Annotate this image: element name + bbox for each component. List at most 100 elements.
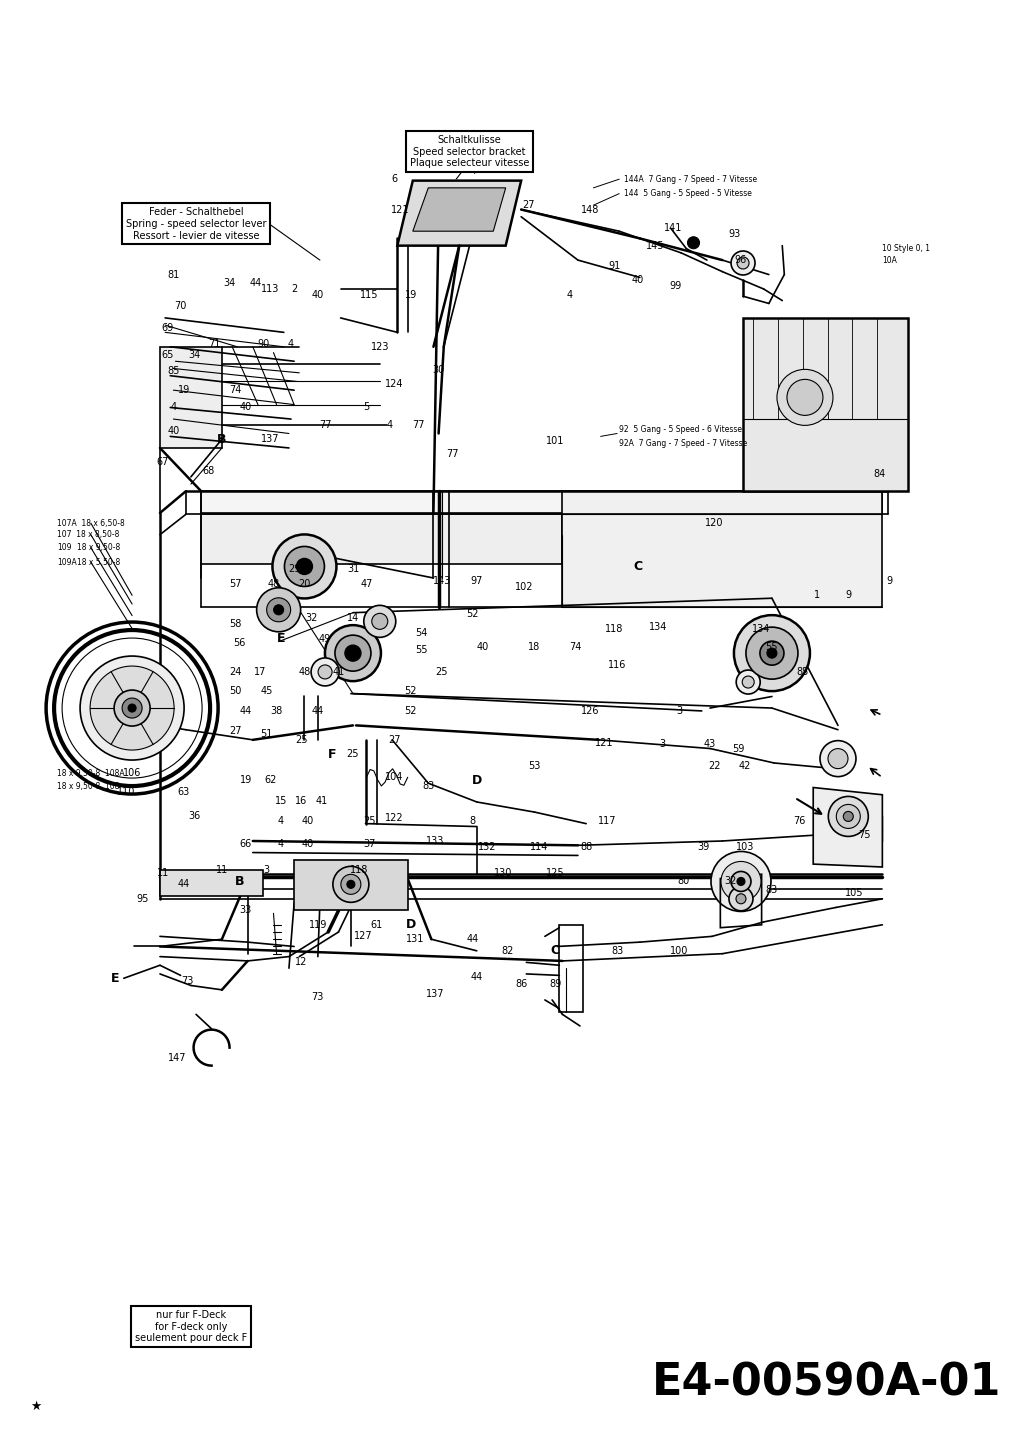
Circle shape — [734, 616, 810, 691]
Text: 61: 61 — [370, 920, 383, 929]
Text: 41: 41 — [332, 668, 345, 676]
Text: 16: 16 — [295, 796, 308, 805]
Text: 119: 119 — [309, 920, 327, 929]
Text: 90: 90 — [257, 340, 269, 348]
Polygon shape — [160, 870, 263, 896]
Circle shape — [128, 704, 136, 712]
Text: 73: 73 — [182, 977, 194, 985]
Circle shape — [737, 877, 745, 886]
Text: 25: 25 — [347, 750, 359, 759]
Text: 4: 4 — [288, 340, 294, 348]
Text: 18 x 9,50-8  108: 18 x 9,50-8 108 — [57, 782, 119, 790]
Circle shape — [272, 535, 336, 598]
Text: 96: 96 — [735, 256, 747, 264]
Text: 50: 50 — [229, 686, 241, 695]
Circle shape — [787, 380, 823, 415]
Text: 40: 40 — [301, 816, 314, 825]
Text: C: C — [634, 561, 642, 572]
Text: 85: 85 — [797, 668, 809, 676]
Text: 105: 105 — [845, 889, 864, 897]
Text: 141: 141 — [664, 224, 682, 233]
Circle shape — [363, 605, 396, 637]
Text: 11: 11 — [157, 868, 169, 877]
Circle shape — [687, 237, 700, 249]
Circle shape — [829, 796, 868, 837]
Text: 3: 3 — [659, 740, 666, 749]
Text: 144  5 Gang - 5 Speed - 5 Vitesse: 144 5 Gang - 5 Speed - 5 Vitesse — [624, 189, 752, 198]
Text: 116: 116 — [608, 660, 626, 669]
Text: 12: 12 — [295, 958, 308, 967]
Text: 48: 48 — [267, 579, 280, 588]
Text: 25: 25 — [363, 816, 376, 825]
Text: 132: 132 — [478, 842, 496, 851]
Text: 40: 40 — [167, 426, 180, 435]
Text: 3: 3 — [676, 707, 682, 715]
Text: 10A: 10A — [882, 256, 897, 264]
Text: 131: 131 — [406, 935, 424, 944]
Circle shape — [333, 867, 368, 902]
Text: 20: 20 — [298, 579, 311, 588]
Circle shape — [80, 656, 184, 760]
Text: 51: 51 — [260, 730, 272, 738]
Polygon shape — [201, 514, 562, 564]
Circle shape — [341, 874, 361, 894]
Polygon shape — [413, 188, 506, 231]
Text: 86: 86 — [515, 980, 527, 988]
Text: 45: 45 — [260, 686, 272, 695]
Polygon shape — [826, 809, 882, 841]
Text: 134: 134 — [752, 624, 771, 633]
Text: 27: 27 — [229, 727, 241, 736]
Text: 120: 120 — [705, 519, 723, 527]
Text: 19: 19 — [405, 290, 417, 299]
Text: 4: 4 — [567, 290, 573, 299]
Text: 18 x 5,50-8: 18 x 5,50-8 — [77, 558, 121, 566]
Text: 130: 130 — [494, 868, 513, 877]
Text: 118: 118 — [350, 866, 368, 874]
Text: 9: 9 — [886, 577, 893, 585]
Text: 92A  7 Gang - 7 Speed - 7 Vitesse: 92A 7 Gang - 7 Speed - 7 Vitesse — [619, 439, 747, 448]
Text: 32: 32 — [724, 877, 737, 886]
Text: 95: 95 — [136, 894, 149, 903]
Text: nur fur F-Deck
for F-deck only
seulement pour deck F: nur fur F-Deck for F-deck only seulement… — [135, 1311, 247, 1342]
Text: 65: 65 — [161, 351, 173, 360]
Text: 70: 70 — [174, 302, 187, 311]
Polygon shape — [562, 491, 882, 607]
Text: 25: 25 — [436, 668, 448, 676]
Text: 106: 106 — [123, 769, 141, 777]
Text: 75: 75 — [859, 831, 871, 840]
Text: 82: 82 — [502, 946, 514, 955]
Text: 58: 58 — [229, 620, 241, 629]
Text: 76: 76 — [794, 816, 806, 825]
Circle shape — [296, 558, 313, 575]
Text: 100: 100 — [670, 946, 688, 955]
Circle shape — [115, 691, 150, 725]
Text: 44: 44 — [250, 279, 262, 288]
Circle shape — [311, 657, 340, 686]
Text: 18 x 9,50-8  108A: 18 x 9,50-8 108A — [57, 769, 125, 777]
Text: 40: 40 — [301, 840, 314, 848]
Circle shape — [731, 871, 751, 892]
Text: 32: 32 — [305, 614, 318, 623]
Text: 31: 31 — [347, 565, 359, 574]
Text: 63: 63 — [178, 788, 190, 796]
Text: 103: 103 — [736, 842, 754, 851]
Text: D: D — [472, 775, 482, 786]
Text: 27: 27 — [388, 736, 400, 744]
Polygon shape — [160, 347, 222, 448]
Text: 34: 34 — [223, 279, 235, 288]
Text: 18: 18 — [528, 643, 541, 652]
Text: 99: 99 — [670, 282, 682, 290]
Text: 67: 67 — [157, 458, 169, 467]
Text: 71: 71 — [208, 340, 221, 348]
Text: C: C — [551, 945, 559, 957]
Text: 44: 44 — [466, 935, 479, 944]
Circle shape — [836, 805, 861, 828]
Text: 69: 69 — [161, 324, 173, 332]
Text: 81: 81 — [167, 270, 180, 279]
Text: 10 Style 0, 1: 10 Style 0, 1 — [882, 244, 931, 253]
Circle shape — [122, 698, 142, 718]
Text: 44: 44 — [312, 707, 324, 715]
Text: 29: 29 — [288, 565, 300, 574]
Text: 17: 17 — [254, 668, 266, 676]
Text: 83: 83 — [422, 782, 434, 790]
